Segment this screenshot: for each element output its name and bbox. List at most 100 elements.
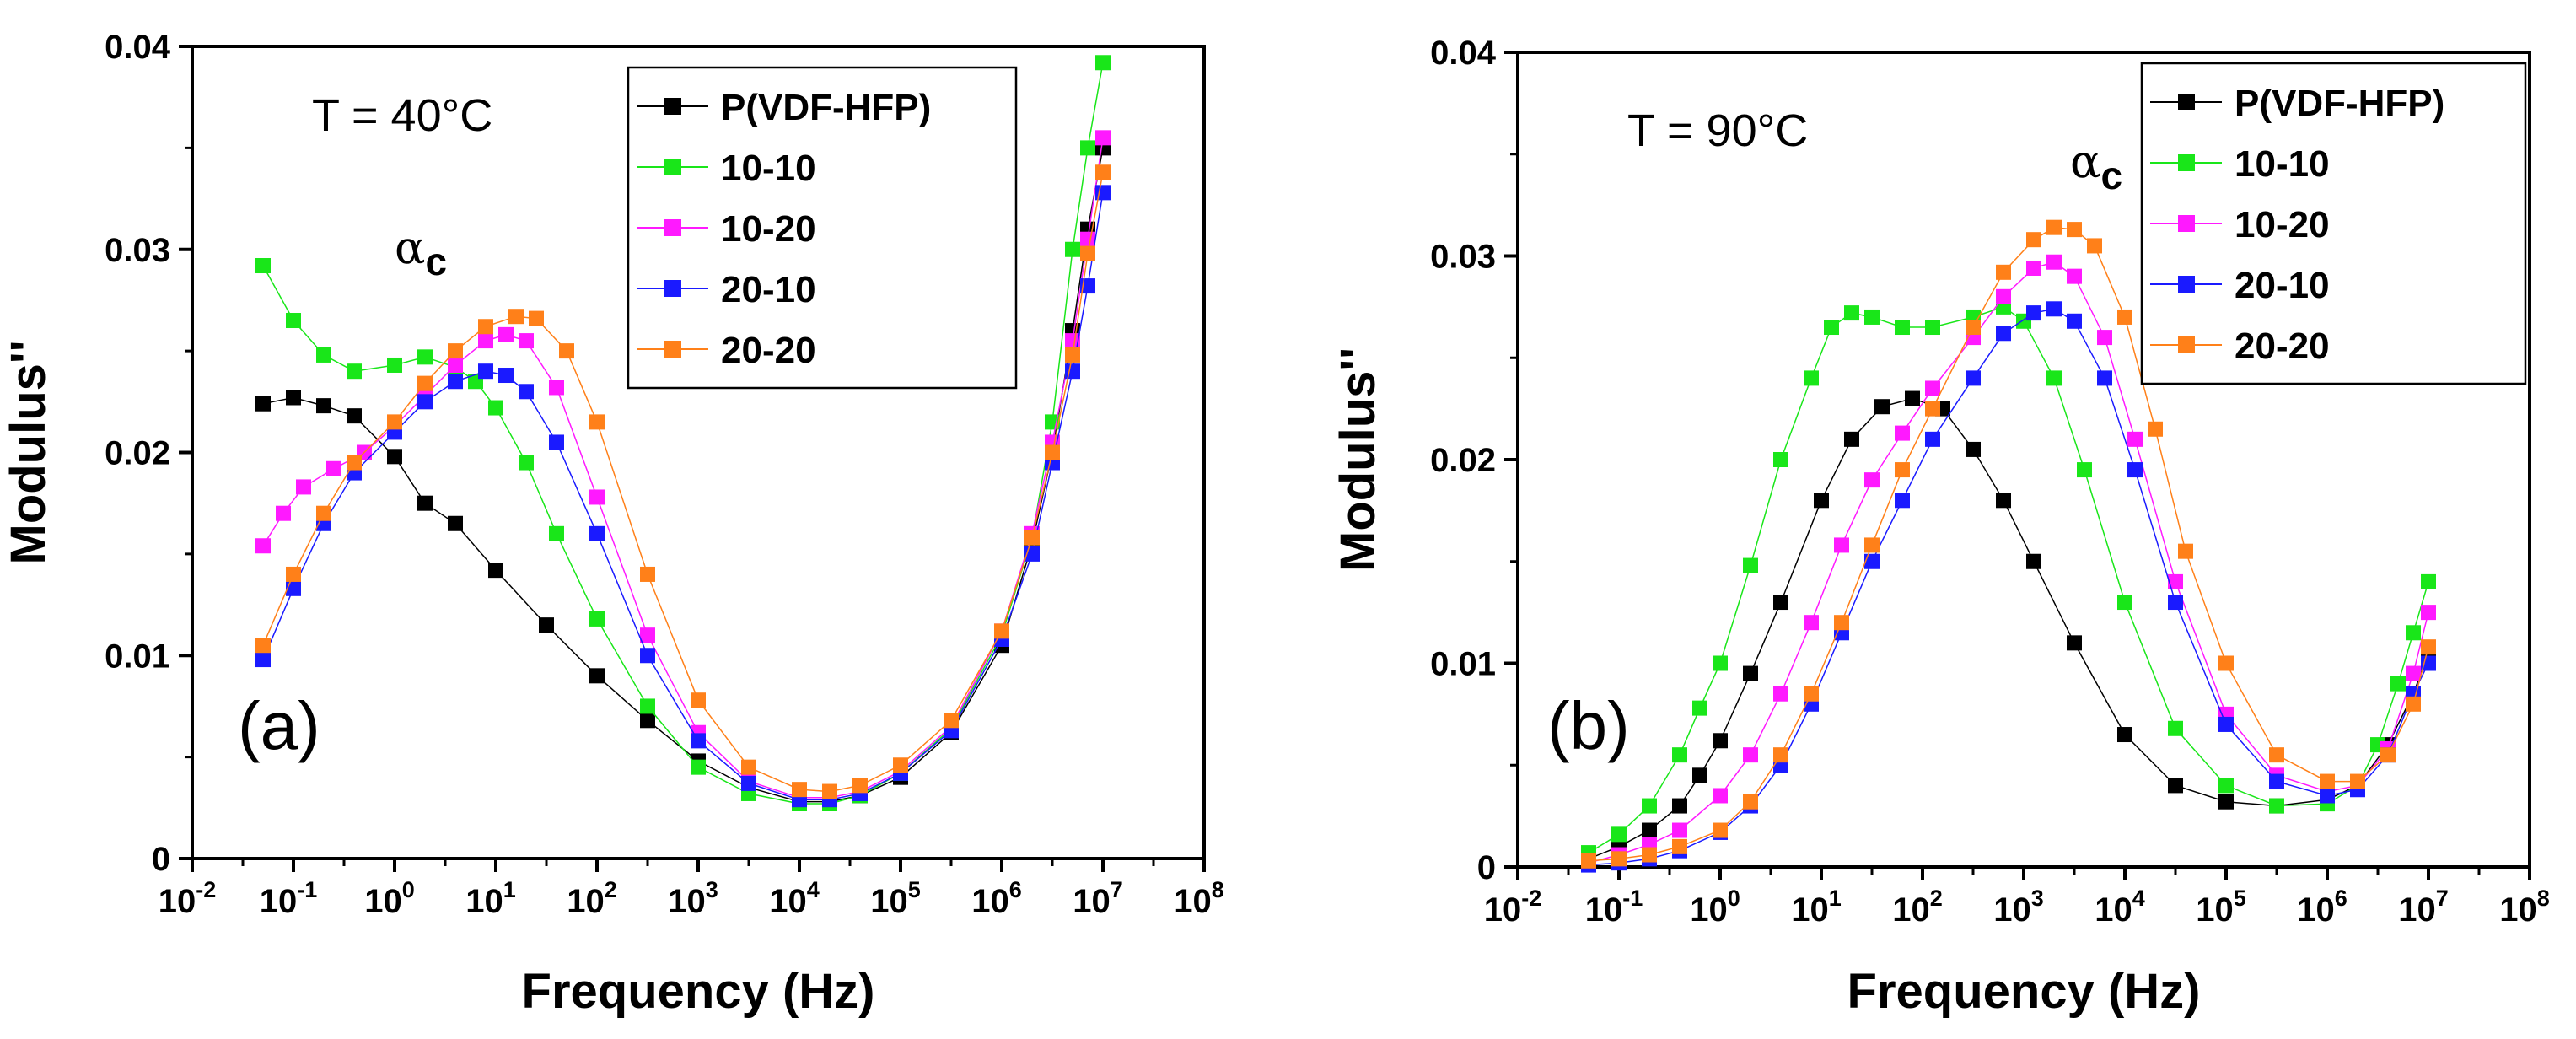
panel-a-series-10-20-point — [478, 333, 493, 349]
panel-b-series-20-10-point — [2269, 773, 2284, 789]
panel-a-series-p-vdf-hfp-point — [417, 495, 433, 511]
panel-a-legend: P(VDF-HFP) 10-10 10-20 20-10 20-20 — [627, 66, 1018, 390]
panel-b-series-20-10-point — [1925, 431, 1940, 447]
panel-b-series-10-10-point — [2218, 778, 2234, 794]
panel-b-series-10-20-point — [1864, 472, 1880, 488]
panel-b-series-10-10-point — [2046, 370, 2062, 386]
panel-b-series-20-20-point — [1834, 615, 1849, 631]
panel-a-series-20-20-point — [1024, 530, 1040, 546]
panel-b-series-20-10-point — [2168, 595, 2183, 611]
panel-b-series-10-20-point — [1743, 747, 1758, 763]
panel-a-x-tick-label: 107 — [1073, 877, 1123, 920]
panel-b-series-20-20-point — [2218, 655, 2234, 671]
panel-b-series-20-20-point — [1996, 264, 2011, 280]
panel-b-series-20-20-point — [2406, 696, 2421, 712]
panel-a-legend-label-10-20: 10-20 — [721, 208, 816, 250]
panel-a-series-10-20-point — [1080, 231, 1095, 247]
panel-b-legend-marker-20-10 — [2178, 276, 2195, 293]
panel-b-series-10-10-point — [1743, 557, 1758, 573]
panel-a-legend-marker-p-vdf-hfp — [664, 98, 681, 115]
panel-b-series-10-10-point — [1773, 452, 1788, 467]
panel-a-series-p-vdf-hfp-point — [255, 396, 271, 412]
panel-b-series-20-20-point — [1925, 401, 1940, 417]
panel-b-legend-marker-20-20 — [2178, 336, 2195, 353]
panel-a-legend-marker-10-10 — [664, 159, 681, 175]
panel-b-series-10-10-point — [1642, 798, 1657, 814]
panel-b-legend-marker-10-10 — [2178, 154, 2195, 171]
panel-b-series-10-10-point — [1692, 700, 1707, 716]
panel-a-series-20-20-point — [893, 757, 908, 773]
panel-b-x-tick-label: 105 — [2196, 886, 2246, 929]
panel-b-series-20-20-point — [1611, 851, 1627, 867]
panel-b-series-20-20-point — [1743, 794, 1758, 810]
panel-b-legend: P(VDF-HFP) 10-10 10-20 20-10 20-20 — [2140, 62, 2527, 385]
panel-b-series-10-10-point — [1925, 320, 1940, 336]
panel-a-series-20-10-point — [417, 394, 433, 410]
panel-b-series-20-20-point — [2148, 421, 2163, 437]
panel-b-x-tick-label: 100 — [1690, 886, 1740, 929]
panel-a-series-20-20-point — [741, 759, 756, 775]
panel-b-series-p-vdf-hfp-point — [2117, 727, 2132, 743]
panel-a-y-tick-label: 0 — [152, 841, 170, 878]
panel-a-series-10-20-point — [1065, 333, 1080, 349]
chart-panel-a: 10-2 10-1 100 101 102 103 104 105 106 107 108 0 0.01… — [1, 29, 1224, 1019]
panel-a-legend-marker-20-20 — [664, 341, 681, 358]
panel-a-series-10-10-point — [589, 611, 605, 627]
panel-a-series-10-20-point — [589, 489, 605, 505]
panel-a-series-20-20-point — [286, 566, 301, 582]
panel-b-series-p-vdf-hfp-point — [1672, 798, 1687, 814]
panel-a-legend-label-10-10: 10-10 — [721, 148, 816, 189]
panel-b-series-20-20-point — [1642, 847, 1657, 863]
panel-a-series-p-vdf-hfp-point — [589, 668, 605, 684]
panel-b-series-20-20-point — [2117, 309, 2132, 325]
panel-a-series-p-vdf-hfp-point — [640, 713, 655, 729]
panel-a-series-20-10-point — [255, 652, 271, 668]
panel-b-series-20-10-point — [2046, 301, 2062, 317]
panel-b-series-20-10-point — [2320, 788, 2335, 804]
panel-a-series-p-vdf-hfp-point — [387, 449, 402, 465]
panel-a-series-20-10-point — [478, 363, 493, 380]
panel-b-series-10-10-point — [2168, 720, 2183, 736]
panel-a-series-p-vdf-hfp-point — [488, 563, 503, 579]
panel-a-series-p-vdf-hfp-point — [539, 617, 554, 633]
panel-a-series-20-10-point — [741, 775, 756, 791]
panel-b-series-10-10-point — [2421, 573, 2436, 589]
panel-b-series-10-10-point — [2406, 625, 2421, 641]
panel-a-series-10-20-point — [549, 380, 564, 396]
panel-a-series-20-20-point — [852, 778, 868, 794]
panel-a-series-20-20-point — [417, 375, 433, 391]
panel-b-series-10-10-point — [1844, 305, 1859, 321]
panel-a-series-10-20-point — [1095, 130, 1111, 146]
panel-b-series-20-20-point — [1713, 822, 1728, 838]
panel-b-series-10-10-point — [1611, 826, 1627, 843]
panel-b-legend-label-20-20: 20-20 — [2235, 326, 2330, 367]
panel-a-temperature-label: T = 40°C — [312, 90, 492, 141]
panel-a-series-20-20-point — [691, 692, 706, 708]
panel-b-x-tick-label: 104 — [2095, 886, 2145, 929]
panel-a-series-20-10-point — [640, 648, 655, 664]
panel-a-series-20-10-point — [1065, 363, 1080, 380]
panel-b-series-20-20-point — [2269, 747, 2284, 763]
panel-a-series-20-20-point — [255, 638, 271, 654]
panel-a-series-10-10-point — [255, 258, 271, 274]
panel-b-series-20-10-point — [2026, 305, 2041, 321]
panel-a-series-10-20-point — [326, 460, 341, 476]
panel-a-legend-label-20-20: 20-20 — [721, 330, 816, 371]
panel-b-legend-label-10-20: 10-20 — [2235, 204, 2330, 245]
panel-b-series-10-20-point — [1925, 380, 1940, 396]
panel-a-series-20-20-point — [508, 309, 524, 325]
panel-a-series-20-10-point — [691, 733, 706, 749]
panel-b-legend-label-p-vdf-hfp: P(VDF-HFP) — [2235, 83, 2444, 124]
panel-b-series-20-20-point — [2067, 222, 2082, 238]
panel-b-peak-label: αc — [2070, 135, 2122, 197]
panel-b-series-10-20-point — [2067, 268, 2082, 284]
panel-b-series-20-20-point — [1895, 462, 1910, 478]
panel-b-x-tick-label: 106 — [2297, 886, 2347, 929]
panel-b-series-20-20-point — [2350, 773, 2365, 789]
panel-b-series-p-vdf-hfp-point — [2067, 635, 2082, 651]
panel-a-series-10-20-point — [255, 538, 271, 554]
chart-panel-b: 10-2 10-1 100 101 102 103 104 105 106 107 108 0 0.01… — [1331, 35, 2550, 1019]
panel-a-series-p-vdf-hfp-point — [286, 390, 301, 406]
panel-b-series-20-20-point — [1966, 320, 1981, 336]
panel-a-legend-label-p-vdf-hfp: P(VDF-HFP) — [721, 87, 931, 128]
